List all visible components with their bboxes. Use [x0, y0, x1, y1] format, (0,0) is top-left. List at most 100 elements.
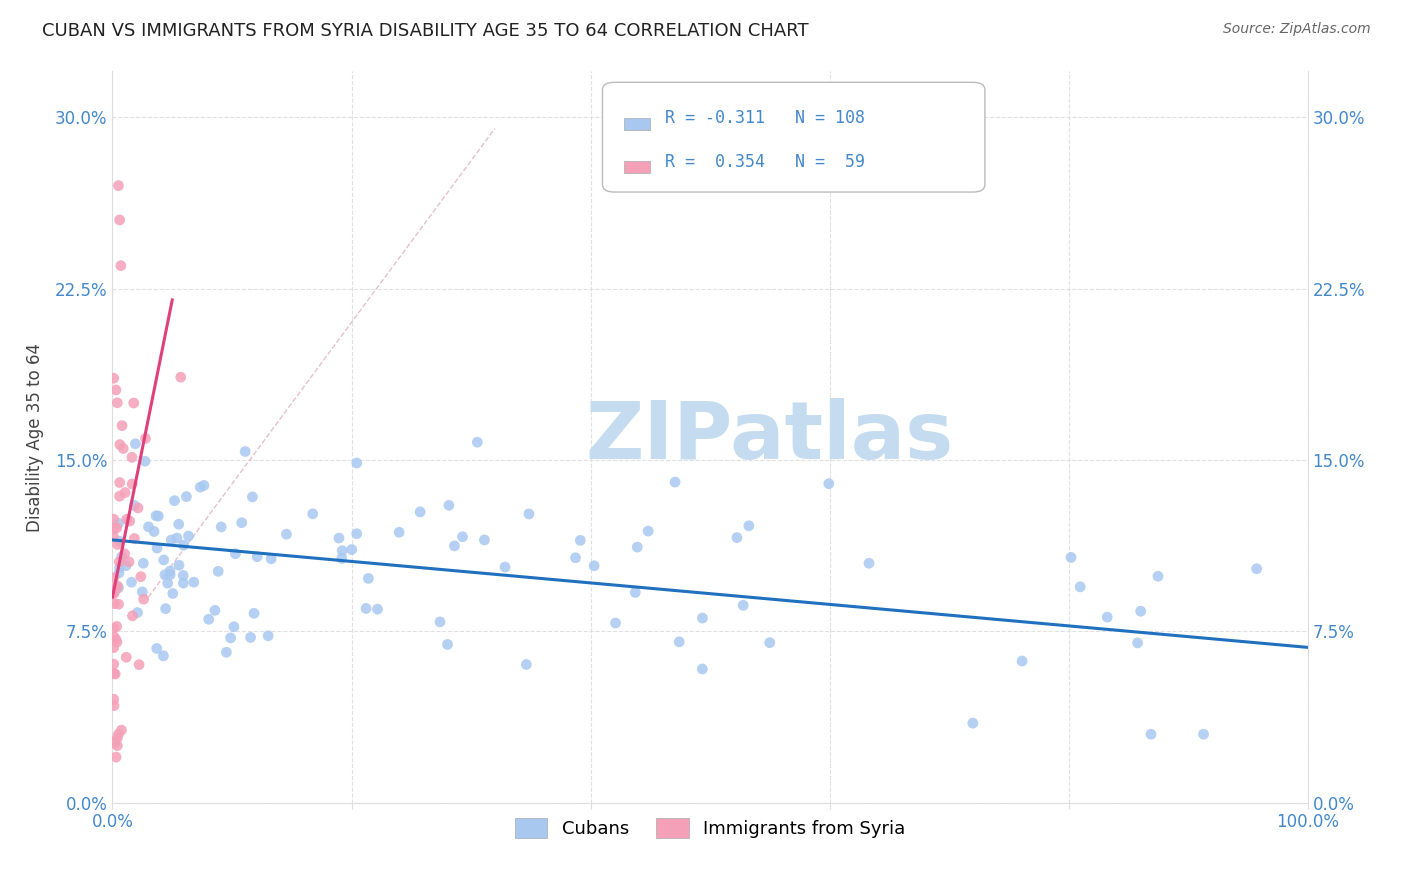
- Point: [138, 520, 160, 534]
- Point: [257, 629, 280, 643]
- Point: [121, 608, 143, 623]
- Point: [104, 667, 127, 681]
- Point: [105, 731, 128, 746]
- Point: [108, 534, 131, 549]
- Point: [108, 555, 131, 569]
- Point: [330, 543, 353, 558]
- Text: R = -0.311   N = 108: R = -0.311 N = 108: [665, 109, 865, 128]
- Point: [467, 435, 489, 450]
- Point: [569, 533, 592, 548]
- Point: [103, 630, 125, 644]
- Point: [134, 432, 156, 446]
- Point: [159, 564, 181, 578]
- Point: [156, 576, 179, 591]
- Point: [215, 645, 238, 659]
- Point: [1147, 569, 1170, 583]
- Point: [233, 444, 256, 458]
- FancyBboxPatch shape: [624, 161, 651, 173]
- Point: [330, 551, 353, 566]
- Point: [153, 567, 176, 582]
- Text: Source: ZipAtlas.com: Source: ZipAtlas.com: [1223, 22, 1371, 37]
- Point: [103, 657, 125, 672]
- Point: [103, 522, 125, 536]
- Point: [624, 585, 647, 599]
- Point: [159, 567, 181, 582]
- Point: [163, 493, 186, 508]
- Point: [243, 607, 266, 621]
- Point: [148, 509, 170, 524]
- Point: [494, 560, 516, 574]
- Point: [152, 553, 174, 567]
- Point: [583, 558, 606, 573]
- Point: [668, 635, 690, 649]
- Point: [107, 597, 129, 611]
- Point: [692, 662, 714, 676]
- Point: [204, 603, 226, 617]
- Point: [121, 575, 143, 590]
- Point: [962, 716, 984, 731]
- FancyBboxPatch shape: [624, 118, 651, 129]
- Point: [193, 478, 215, 492]
- Point: [340, 542, 363, 557]
- Point: [104, 632, 127, 647]
- Point: [105, 739, 128, 753]
- Point: [107, 537, 129, 551]
- Point: [242, 490, 264, 504]
- Point: [103, 666, 125, 681]
- Point: [145, 508, 167, 523]
- Point: [104, 383, 127, 397]
- Text: ZIPatlas: ZIPatlas: [586, 398, 953, 476]
- Point: [1097, 610, 1119, 624]
- Point: [103, 571, 125, 585]
- Point: [1192, 727, 1215, 741]
- Point: [121, 477, 143, 491]
- Point: [357, 571, 380, 585]
- Point: [127, 606, 149, 620]
- Point: [733, 599, 755, 613]
- Point: [1129, 604, 1152, 618]
- Point: [219, 631, 242, 645]
- Point: [103, 597, 125, 611]
- Point: [105, 396, 128, 410]
- Point: [103, 621, 125, 635]
- Point: [692, 611, 714, 625]
- Point: [115, 558, 138, 573]
- Point: [388, 525, 411, 540]
- Point: [107, 178, 129, 193]
- Point: [111, 418, 134, 433]
- Point: [437, 499, 460, 513]
- Point: [108, 437, 131, 451]
- FancyBboxPatch shape: [603, 82, 986, 192]
- Point: [1140, 727, 1163, 741]
- Point: [817, 476, 839, 491]
- Point: [124, 436, 146, 450]
- Point: [328, 531, 350, 545]
- Point: [118, 514, 141, 528]
- Point: [103, 583, 125, 598]
- Point: [188, 480, 211, 494]
- Point: [637, 524, 659, 538]
- Point: [107, 581, 129, 595]
- Point: [429, 615, 451, 629]
- Point: [162, 586, 184, 600]
- Point: [103, 371, 125, 385]
- Point: [167, 517, 190, 532]
- Point: [209, 520, 232, 534]
- Point: [105, 582, 128, 597]
- Point: [152, 648, 174, 663]
- Point: [605, 615, 627, 630]
- Point: [276, 527, 298, 541]
- Point: [409, 505, 432, 519]
- Point: [118, 555, 141, 569]
- Point: [115, 512, 138, 526]
- Point: [105, 579, 128, 593]
- Point: [346, 526, 368, 541]
- Point: [108, 560, 131, 574]
- Point: [1011, 654, 1033, 668]
- Point: [129, 569, 152, 583]
- Point: [132, 557, 155, 571]
- Point: [107, 516, 129, 531]
- Point: [725, 531, 748, 545]
- Point: [664, 475, 686, 489]
- Point: [176, 490, 198, 504]
